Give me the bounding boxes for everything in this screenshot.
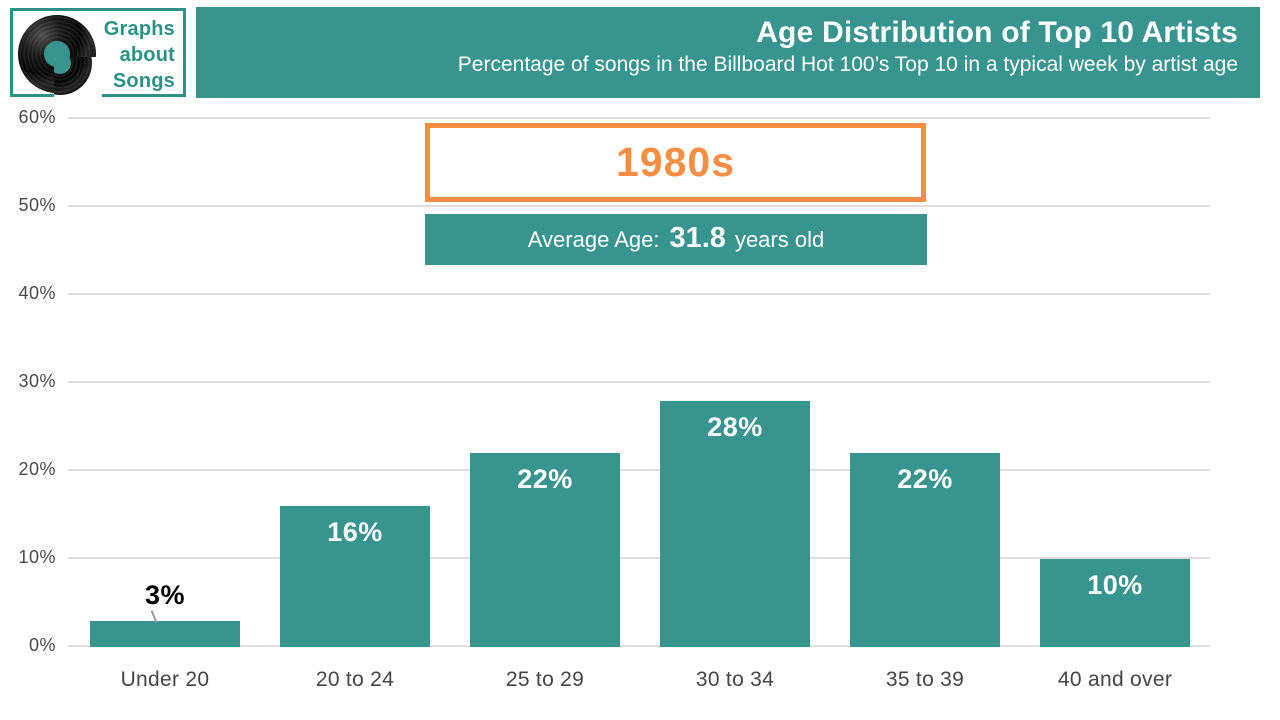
y-axis-label: 10% (18, 547, 56, 567)
logo-wordmark: Graphs about Songs (104, 16, 175, 94)
gridline (68, 557, 1210, 559)
page-subtitle: Percentage of songs in the Billboard Hot… (457, 53, 1238, 76)
x-axis-label: 30 to 34 (695, 668, 775, 691)
bar (280, 506, 430, 647)
bar (850, 453, 1000, 647)
bar-value-label: 22% (517, 464, 573, 495)
vinyl-record-icon (18, 15, 102, 97)
bar (660, 400, 810, 647)
logo-word-line: Songs (112, 70, 175, 92)
gridline (68, 469, 1210, 471)
y-axis-label: 20% (18, 459, 56, 479)
x-axis-label: 20 to 24 (315, 668, 395, 691)
logo-word-line: Graphs (103, 18, 175, 40)
logo: Graphs about Songs (10, 8, 186, 97)
bar (90, 620, 240, 647)
bar-value-label: 22% (897, 464, 953, 495)
y-axis-label: 50% (18, 195, 56, 215)
vinyl-cut-square (54, 57, 102, 97)
average-age-value: 31.8 (669, 222, 726, 254)
y-axis-label: 0% (28, 635, 56, 655)
x-axis-label: 25 to 29 (505, 668, 585, 691)
y-axis-label: 60% (18, 107, 56, 127)
average-age-suffix: years old (734, 226, 825, 252)
bar-value-label: 3% (144, 579, 186, 610)
bar (470, 453, 620, 647)
page-title: Age Distribution of Top 10 Artists (756, 16, 1238, 49)
decade-callout: 1980s (425, 123, 926, 202)
bar-value-label: 16% (327, 517, 383, 548)
x-axis-label: Under 20 (120, 668, 210, 691)
logo-word-line: about (119, 44, 175, 66)
average-age-prefix: Average Age: (527, 226, 660, 252)
x-axis-label: 40 and over (1057, 668, 1173, 691)
gridline (68, 117, 1210, 119)
gridline (68, 205, 1210, 207)
gridline (68, 293, 1210, 295)
gridline (68, 645, 1210, 647)
vinyl-small-center-label (54, 57, 71, 74)
y-axis-label: 40% (18, 283, 56, 303)
decade-label: 1980s (615, 139, 735, 185)
bar (1040, 559, 1190, 647)
header-band: Age Distribution of Top 10 Artists Perce… (196, 7, 1260, 98)
y-axis-label: 30% (18, 371, 56, 391)
x-axis-label: 35 to 39 (885, 668, 965, 691)
bar-value-label: 10% (1087, 570, 1143, 600)
gridline (68, 381, 1210, 383)
bar-value-label: 28% (707, 411, 763, 442)
average-age-callout: Average Age: 31.8 years old (425, 214, 927, 265)
